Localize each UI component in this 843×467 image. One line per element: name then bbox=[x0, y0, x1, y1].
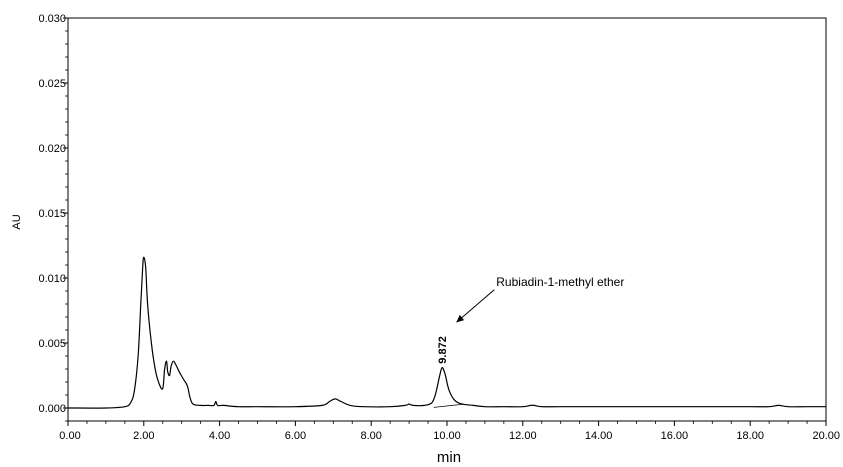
x-tick-label: 18.00 bbox=[736, 430, 764, 442]
x-tick-label: 12.00 bbox=[509, 430, 537, 442]
y-tick-label: 0.010 bbox=[38, 273, 66, 285]
x-tick-label: 16.00 bbox=[661, 430, 689, 442]
x-tick-label: 0.00 bbox=[59, 430, 80, 442]
peak-label: 9.872 bbox=[437, 336, 449, 364]
y-tick-label: 0.015 bbox=[38, 208, 66, 220]
x-tick-label: 20.00 bbox=[812, 430, 840, 442]
annotation-arrow bbox=[456, 289, 495, 323]
x-tick-label: 8.00 bbox=[360, 430, 381, 442]
y-tick-label: 0.000 bbox=[38, 403, 66, 415]
plot-area bbox=[67, 17, 827, 422]
x-tick-label: 4.00 bbox=[209, 430, 230, 442]
x-tick-label: 10.00 bbox=[433, 430, 461, 442]
x-axis-title: min bbox=[437, 449, 461, 466]
y-axis: 0.000 0.005 0.010 0.015 0.020 0.025 0.030 bbox=[38, 13, 68, 422]
peak-baseline bbox=[433, 403, 465, 408]
annotation-label: Rubiadin-1-methyl ether bbox=[496, 275, 624, 289]
y-axis-title: AU bbox=[11, 214, 23, 229]
annotations: Rubiadin-1-methyl ether bbox=[456, 275, 624, 323]
arrow-head bbox=[456, 314, 465, 323]
peak-labels: 9.872 bbox=[437, 336, 449, 364]
y-tick-label: 0.020 bbox=[38, 143, 66, 155]
chromatogram-trace bbox=[67, 256, 826, 409]
x-tick-label: 14.00 bbox=[585, 430, 613, 442]
y-tick-label: 0.030 bbox=[38, 13, 66, 25]
x-tick-label: 6.00 bbox=[285, 430, 306, 442]
y-tick-label: 0.005 bbox=[38, 338, 66, 350]
x-axis: 0.00 2.00 4.00 6.00 8.00 10.00 12.00 14.00 16.00… bbox=[59, 421, 840, 442]
x-tick-label: 2.00 bbox=[133, 430, 154, 442]
y-tick-label: 0.025 bbox=[38, 78, 66, 90]
